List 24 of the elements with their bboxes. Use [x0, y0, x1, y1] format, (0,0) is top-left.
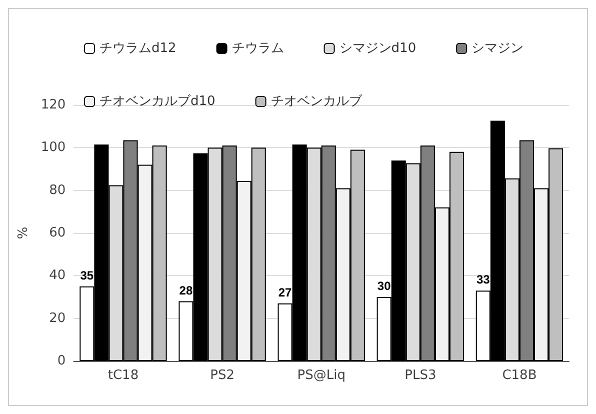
data-label: 30 — [377, 279, 392, 293]
x-tick-label: PS@Liq — [297, 368, 346, 383]
data-label: 33 — [476, 272, 490, 287]
legend-label: チオベンカルブd10 — [100, 94, 216, 109]
x-tick-label: C18B — [502, 368, 537, 383]
data-label: 27 — [278, 285, 292, 300]
x-tick-label: PS2 — [210, 368, 234, 383]
legend-label: チウラムd12 — [100, 41, 176, 56]
x-tick-label: PLS3 — [404, 368, 436, 383]
y-tick-label: 60 — [49, 226, 66, 240]
legend-label: シマジンd10 — [339, 41, 416, 56]
y-tick-label: 100 — [40, 140, 66, 156]
y-tick-label: 40 — [49, 268, 66, 284]
legend-label: チオベンカルブ — [270, 94, 363, 109]
data-label: 28 — [179, 283, 193, 298]
y-axis-title: % — [16, 226, 31, 240]
legend-label: チウラム — [232, 41, 284, 56]
legend-label: シマジン — [472, 41, 524, 56]
x-tick-label: tC18 — [108, 368, 139, 383]
y-tick-label: 20 — [49, 310, 66, 326]
y-tick-label: 120 — [40, 98, 66, 112]
y-tick-label: 80 — [49, 182, 66, 198]
y-tick-label: 0 — [57, 354, 66, 368]
data-label: 35 — [80, 268, 94, 282]
